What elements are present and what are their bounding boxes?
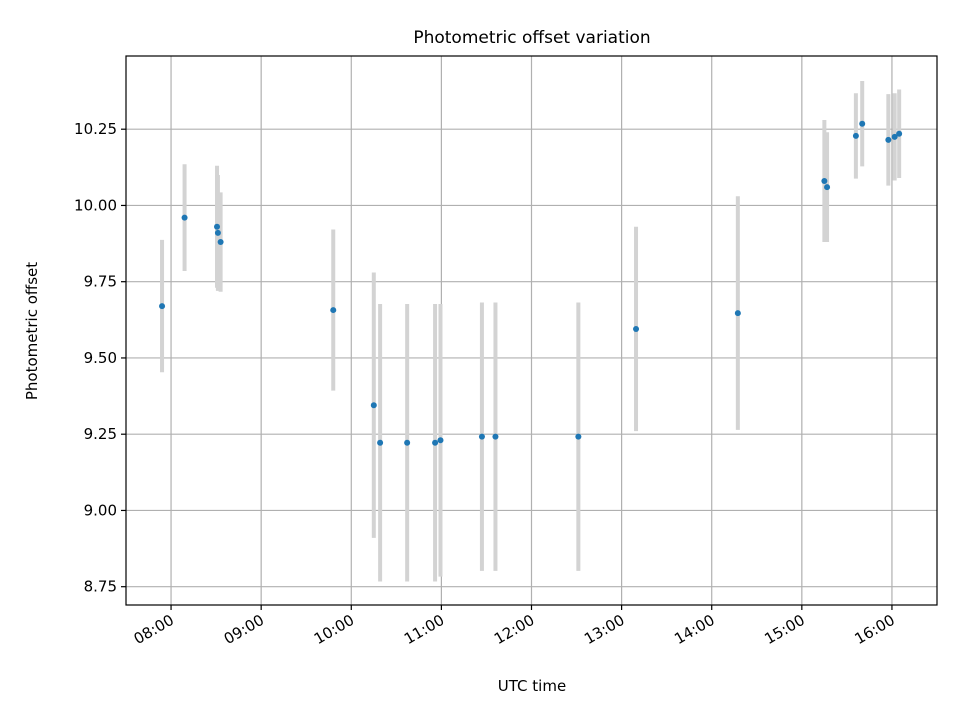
data-point — [891, 133, 898, 140]
data-point — [181, 214, 188, 221]
grid-lines — [126, 56, 937, 605]
data-point — [159, 303, 166, 310]
data-point — [404, 439, 411, 446]
data-point — [821, 178, 828, 185]
data-point — [734, 310, 741, 317]
data-point — [370, 402, 377, 409]
x-axis-label: UTC time — [498, 677, 566, 695]
data-point — [896, 130, 903, 137]
data-point — [432, 439, 439, 446]
data-point — [214, 229, 221, 236]
data-point — [377, 439, 384, 446]
y-axis-ticks: 8.75 9.00 9.25 9.50 9.75 10.00 10.25 — [74, 120, 126, 596]
data-point — [852, 132, 859, 139]
data-point — [492, 433, 499, 440]
data-point — [885, 136, 892, 143]
data-point — [633, 325, 640, 332]
data-point — [859, 120, 866, 127]
y-tick-label: 9.25 — [84, 425, 117, 443]
data-point — [330, 307, 337, 314]
data-point — [575, 433, 582, 440]
y-tick-label: 9.00 — [84, 501, 117, 519]
data-point — [217, 239, 224, 246]
chart-title: Photometric offset variation — [413, 28, 650, 48]
data-point — [214, 223, 221, 230]
y-tick-label: 8.75 — [84, 578, 117, 596]
data-point — [437, 437, 444, 444]
y-tick-label: 10.00 — [74, 196, 117, 214]
data-points — [159, 120, 903, 446]
y-tick-label: 10.25 — [74, 120, 117, 138]
y-tick-label: 9.75 — [84, 273, 117, 291]
y-axis-label: Photometric offset — [23, 262, 41, 400]
y-tick-label: 9.50 — [84, 349, 117, 367]
data-point — [824, 184, 831, 191]
data-point — [478, 433, 485, 440]
